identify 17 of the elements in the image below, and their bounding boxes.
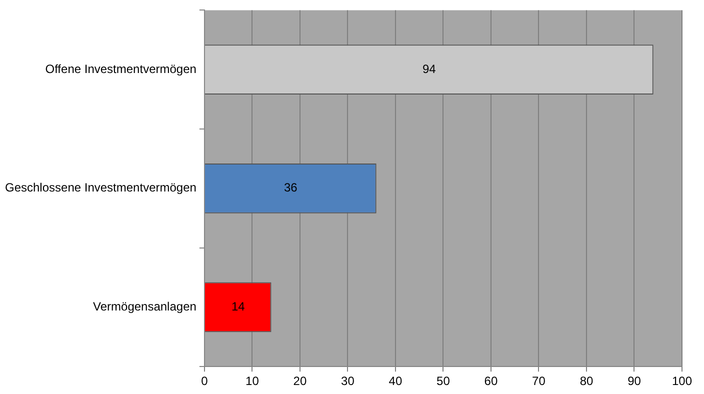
x-tick-label: 50 [436, 374, 450, 388]
x-tick-label: 70 [532, 374, 546, 388]
x-tick-label: 0 [201, 374, 208, 388]
x-tick-label: 10 [246, 374, 260, 388]
y-tick-label: Geschlossene Investmentvermögen [4, 180, 196, 195]
x-tick-label: 80 [580, 374, 594, 388]
y-tick-label: Vermögensanlagen [93, 300, 196, 314]
x-tick-label: 90 [628, 374, 642, 388]
x-tick-label: 40 [388, 374, 402, 388]
data-label: 36 [284, 180, 298, 195]
x-tick-label: 100 [672, 374, 692, 388]
y-tick-label: Offene Investmentvermögen [45, 62, 196, 76]
data-label: 14 [231, 300, 246, 314]
x-tick-label: 30 [341, 374, 355, 388]
x-tick-label: 20 [293, 374, 307, 388]
x-tick-label: 60 [484, 374, 498, 388]
data-label: 94 [422, 62, 436, 76]
